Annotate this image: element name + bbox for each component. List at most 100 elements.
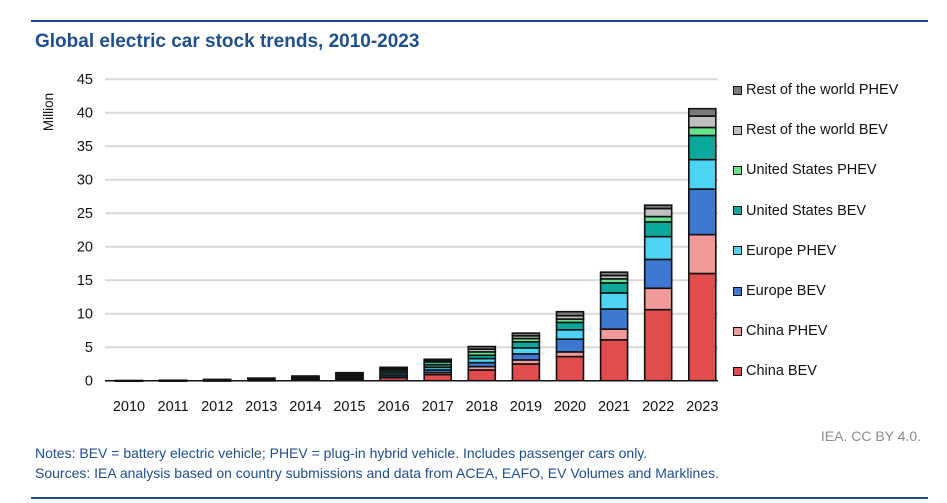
bar-segment-united-states-bev (643, 221, 673, 238)
bar-segment-europe-bev (511, 353, 541, 361)
bar-segment-rest-of-the-world-phev (687, 107, 717, 117)
y-axis-label: Million (41, 93, 56, 131)
bar-segment-europe-phev (599, 292, 629, 310)
bar-segment-rest-of-the-world-phev (467, 345, 497, 351)
bar-segment-rest-of-the-world-phev (555, 310, 585, 317)
bar-segment-rest-of-the-world-phev (291, 375, 320, 378)
legend-swatch (733, 125, 742, 135)
bar-segment-europe-phev (643, 235, 673, 261)
bar-segment-rest-of-the-world-phev (599, 271, 629, 277)
x-tick-label: 2012 (201, 399, 233, 415)
gridlines (105, 78, 718, 349)
legend-item-europe-phev: Europe PHEV (733, 241, 836, 261)
y-tick-label: 10 (77, 307, 93, 323)
legend-swatch (733, 326, 742, 336)
bar-segment-china-bev (599, 339, 629, 382)
legend-swatch (733, 85, 742, 95)
y-tick-label: 45 (77, 72, 93, 88)
bar-stack-2023 (687, 107, 717, 382)
bar-segment-china-bev (511, 363, 541, 382)
legend-label: Europe BEV (746, 283, 826, 299)
bars (114, 107, 717, 382)
bar-segment-rest-of-the-world-phev (379, 366, 408, 370)
y-tick-label: 20 (77, 240, 93, 256)
bar-segment-china-phev (643, 287, 673, 311)
bar-segment-rest-of-the-world-bev (687, 115, 717, 129)
legend-label: United States BEV (746, 202, 867, 219)
legend-item-europe-bev: Europe BEV (733, 281, 826, 301)
legend-item-rest-of-the-world-phev: Rest of the world PHEV (733, 80, 898, 100)
bar-segment-united-states-phev (687, 126, 717, 137)
legend-label: Europe PHEV (746, 242, 837, 259)
bar-segment-united-states-bev (555, 321, 585, 331)
credit-text: IEA. CC BY 4.0. (820, 428, 921, 444)
bar-segment-united-states-bev (599, 282, 629, 294)
legend-swatch (733, 286, 742, 296)
bar-segment-china-phev (687, 233, 717, 275)
y-tick-label: 35 (77, 139, 93, 155)
top-rule (31, 20, 928, 22)
bar-segment-united-states-bev (687, 134, 717, 161)
x-tick-label: 2011 (158, 399, 189, 415)
bar-segment-rest-of-the-world-phev (202, 378, 232, 381)
legend-swatch (733, 165, 742, 175)
bar-segment-china-bev (555, 355, 585, 382)
x-tick-label: 2022 (642, 399, 674, 415)
legend-item-china-phev: China PHEV (733, 321, 827, 341)
bar-stack-2015 (335, 371, 364, 382)
bottom-rule (31, 497, 928, 499)
y-tick-label: 40 (77, 106, 93, 122)
x-tick-label: 2013 (245, 399, 277, 415)
x-tick-label: 2019 (510, 399, 542, 415)
bar-segment-china-bev (643, 308, 673, 382)
bar-stack-2021 (599, 271, 629, 382)
bar-segment-europe-bev (599, 308, 629, 330)
notes-text: Notes: BEV = battery electric vehicle; P… (35, 445, 648, 461)
y-tick-labels: 0 5 10 15 20 25 30 35 40 45 (77, 72, 93, 390)
bar-segment-europe-bev (687, 188, 717, 236)
legend-label: China PHEV (746, 323, 828, 340)
legend-label: Rest of the world BEV (746, 122, 888, 139)
bar-segment-china-bev (467, 369, 497, 382)
legend-label: China BEV (746, 363, 817, 380)
bar-segment-europe-phev (511, 347, 541, 355)
y-tick-label: 30 (77, 173, 93, 189)
chart-title: Global electric car stock trends, 2010-2… (35, 31, 420, 52)
bar-stack-2016 (379, 366, 408, 382)
bar-stack-2020 (555, 310, 585, 382)
bar-segment-united-states-bev (511, 341, 541, 349)
bar-stack-2017 (423, 358, 453, 382)
x-tick-label: 2020 (554, 399, 586, 415)
legend-label: United States PHEV (746, 162, 877, 179)
x-tick-label: 2015 (333, 399, 365, 415)
y-tick-label: 15 (77, 273, 93, 289)
x-tick-labels: 2010 2011 2012 2013 2014 2015 2016 2017 2018 2019… (113, 399, 719, 415)
y-tick-label: 0 (85, 374, 93, 390)
bar-segment-china-bev (687, 272, 717, 382)
x-tick-label: 2010 (113, 399, 145, 415)
notes-block: Notes: BEV = battery electric vehicle; P… (35, 443, 719, 483)
bar-segment-china-bev (423, 373, 453, 382)
bar-segment-rest-of-the-world-phev (247, 377, 276, 380)
bar-segment-europe-phev (687, 158, 717, 190)
sources-text: Sources: IEA analysis based on country s… (35, 465, 719, 481)
legend-swatch (733, 246, 742, 256)
bar-segment-rest-of-the-world-phev (511, 332, 541, 337)
x-tick-label: 2021 (598, 399, 630, 415)
x-tick-label: 2016 (377, 399, 409, 415)
bar-segment-rest-of-the-world-phev (423, 358, 453, 362)
bar-segment-china-phev (599, 328, 629, 341)
x-tick-label: 2018 (466, 399, 498, 415)
bar-stack-2022 (643, 204, 673, 382)
bar-segment-united-states-phev (643, 215, 673, 223)
x-tick-label: 2017 (422, 399, 454, 415)
bar-segment-rest-of-the-world-phev (335, 371, 364, 374)
x-tick-label: 2023 (686, 399, 718, 415)
bar-segment-europe-bev (555, 338, 585, 353)
bar-segment-europe-bev (643, 258, 673, 290)
bar-segment-rest-of-the-world-bev (643, 207, 673, 218)
bar-stack-2018 (467, 345, 497, 382)
bar-segment-rest-of-the-world-phev (643, 204, 673, 210)
y-tick-label: 25 (77, 206, 93, 222)
